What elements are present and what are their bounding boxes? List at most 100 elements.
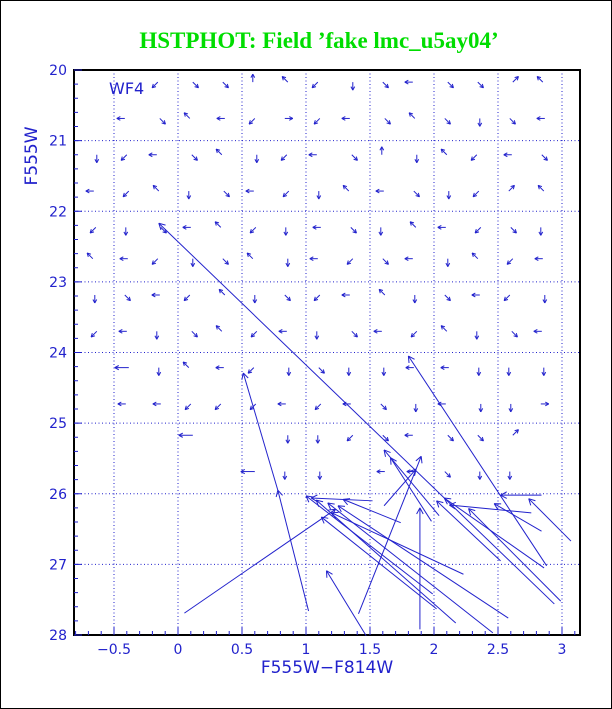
small-arrow-barb — [186, 195, 190, 200]
small-arrow-barb — [346, 260, 349, 265]
small-arrow-barb — [544, 299, 548, 304]
small-arrow-barb — [192, 262, 196, 267]
small-arrow-barb — [86, 252, 89, 258]
small-arrow-barb — [248, 120, 251, 125]
small-arrow — [124, 294, 131, 302]
long-arrow-barb — [316, 499, 324, 503]
small-arrow-barb — [503, 152, 508, 156]
long-arrow — [436, 500, 501, 562]
small-arrow-barb — [184, 405, 187, 410]
small-arrow-barb — [152, 401, 157, 405]
small-arrow-barb — [388, 120, 391, 125]
small-arrow-barb — [376, 471, 381, 474]
small-arrow-barb — [350, 86, 354, 91]
small-arrow-barb — [354, 229, 357, 234]
small-arrow-barb — [451, 436, 454, 442]
small-arrow-barb — [314, 407, 320, 411]
small-arrow-barb — [534, 256, 539, 260]
small-arrow — [380, 403, 387, 410]
small-arrow — [471, 252, 479, 260]
small-arrow-barb — [479, 122, 483, 127]
small-arrow-barb — [507, 475, 511, 480]
small-arrow — [382, 258, 389, 265]
small-arrow-barb — [506, 262, 512, 265]
small-arrow — [440, 148, 448, 156]
small-arrow-barb — [156, 371, 160, 376]
long-arrow-barb — [327, 502, 335, 505]
small-arrow-barb — [510, 408, 514, 413]
long-arrow-barb — [493, 503, 499, 510]
small-arrow-barb — [346, 436, 349, 442]
small-arrow-barb — [151, 294, 156, 298]
small-arrow-barb — [250, 335, 256, 338]
small-arrow-barb — [533, 328, 538, 332]
long-arrow-barb — [389, 457, 392, 465]
small-arrow-barb — [534, 258, 539, 262]
small-arrow-barb — [215, 367, 220, 370]
small-arrow-barb — [314, 335, 318, 340]
x-tick-label: 3 — [558, 642, 567, 658]
y-tick-label: 28 — [49, 628, 67, 644]
small-arrow-barb — [440, 325, 443, 330]
small-arrow-barb — [543, 371, 547, 376]
small-arrow-barb — [116, 117, 121, 121]
small-arrow — [191, 330, 198, 338]
small-arrow — [506, 258, 514, 265]
small-arrow-barb — [317, 439, 321, 444]
small-arrow — [247, 367, 255, 374]
small-arrow-barb — [96, 158, 100, 163]
small-arrow-barb — [471, 294, 476, 298]
small-arrow-barb — [471, 252, 474, 258]
small-arrow — [382, 81, 389, 89]
small-arrow — [351, 154, 358, 161]
long-arrow-barb — [326, 570, 333, 575]
small-arrow-barb — [514, 429, 519, 432]
long-arrow — [358, 456, 422, 614]
small-arrow-barb — [309, 256, 314, 260]
long-arrow-barb — [449, 501, 457, 506]
small-arrow-barb — [440, 365, 445, 369]
small-arrow-barb — [288, 371, 292, 376]
small-arrow-barb — [440, 148, 446, 151]
small-arrow-barb — [515, 332, 518, 338]
small-arrow-barb — [256, 158, 260, 163]
small-arrow-barb — [386, 260, 389, 265]
long-arrow — [327, 502, 494, 634]
small-arrow-barb — [341, 117, 346, 121]
small-arrow — [378, 288, 386, 296]
small-arrow-barb — [376, 469, 381, 473]
small-arrow-barb — [226, 260, 229, 265]
x-tick-label: −0.5 — [97, 642, 131, 658]
small-arrow-barb — [537, 184, 543, 188]
small-arrow-barb — [90, 335, 96, 338]
long-arrow-barb — [331, 512, 337, 519]
small-arrow-barb — [545, 403, 550, 407]
small-arrow — [512, 429, 519, 436]
long-arrow-barb — [408, 355, 415, 360]
small-arrow-barb — [218, 289, 221, 294]
small-arrow-barb — [118, 328, 123, 332]
small-arrow — [444, 118, 451, 125]
small-arrow-barb — [182, 226, 187, 230]
small-arrow-barb — [119, 256, 124, 260]
small-arrow-barb — [353, 335, 358, 338]
x-tick-label: 1 — [302, 642, 311, 658]
small-arrow-barb — [404, 256, 409, 260]
small-arrow-barb — [384, 439, 389, 442]
small-arrow-barb — [503, 296, 506, 301]
small-arrow — [311, 81, 319, 89]
small-arrow-barb — [311, 86, 317, 89]
small-arrow-barb — [472, 195, 478, 198]
small-arrow-barb — [214, 221, 217, 226]
long-arrow — [383, 468, 417, 507]
small-arrow-barb — [289, 116, 294, 119]
small-arrow — [192, 81, 199, 89]
small-arrow-barb — [346, 439, 352, 442]
small-arrow-barb — [188, 195, 192, 200]
small-arrow — [159, 118, 166, 125]
small-arrow-barb — [285, 231, 289, 236]
small-arrow-barb — [513, 120, 516, 125]
long-arrow-barb — [468, 508, 472, 516]
small-arrow-barb — [281, 76, 284, 81]
long-arrow-barb — [337, 505, 342, 513]
